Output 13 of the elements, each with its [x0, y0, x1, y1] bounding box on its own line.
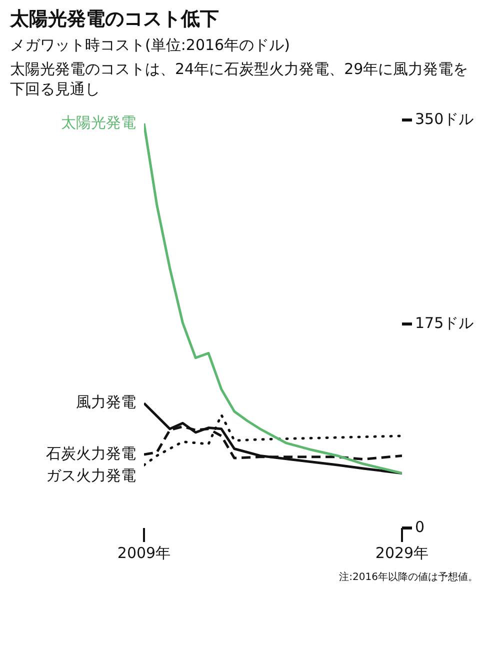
- text: 注:2016年以降の値は予想値。: [338, 570, 478, 584]
- series-label: 風力発電: [76, 392, 136, 411]
- y-tick-label: 175ドル: [415, 313, 474, 332]
- series-label: ガス火力発電: [46, 466, 136, 484]
- y-tick-label: 350ドル: [415, 109, 474, 128]
- series-label: 石炭火力発電: [46, 444, 136, 462]
- chart-subtitle: メガワット時コスト(単位:2016年のドル): [10, 36, 291, 55]
- chart-title: 太陽光発電のコスト低下: [10, 7, 220, 32]
- text: 太陽光発電のコストは、24年に石炭型火力発電、29年に風力発電を下回る見通し: [10, 59, 470, 100]
- x-tick-label: 2009年: [117, 543, 171, 562]
- series-label: 太陽光発電: [61, 112, 136, 131]
- x-tick-label: 2029年: [375, 543, 429, 562]
- y-tick-label: 0: [415, 517, 425, 536]
